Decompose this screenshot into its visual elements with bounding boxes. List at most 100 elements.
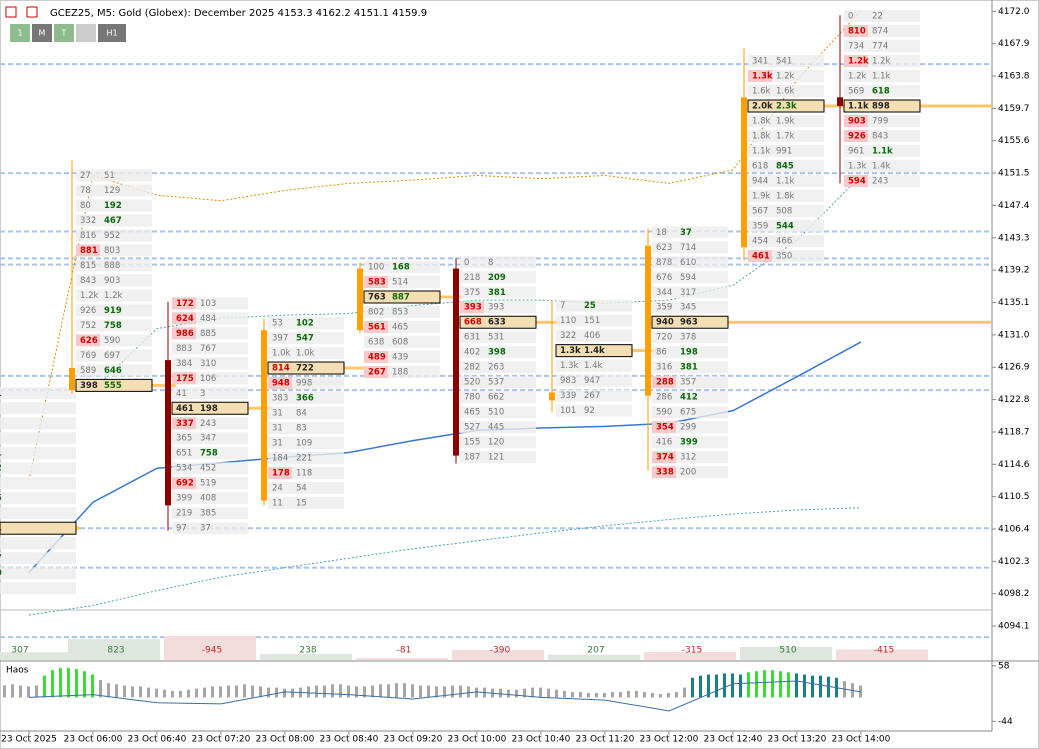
sell-bg [76, 334, 100, 347]
footprint-cell: 608 [392, 337, 408, 347]
footprint-cell: 527 [464, 423, 480, 433]
haos-bar [275, 687, 278, 698]
haos-bar [515, 689, 518, 698]
footprint-cell: 18 [656, 228, 667, 238]
haos-bar [771, 670, 774, 698]
poc-box [171, 401, 249, 415]
sell-bg [844, 174, 868, 187]
sell-bg [268, 466, 292, 479]
footprint-cell: 378 [680, 333, 696, 343]
tf-label[interactable]: M [39, 29, 46, 38]
haos-bar [435, 686, 438, 698]
footprint-cell: 200 [680, 468, 696, 478]
haos-bar [627, 690, 630, 698]
footprint-cell: 514 [392, 277, 408, 287]
sell-bg [364, 350, 388, 363]
footprint-cell: 589 [80, 366, 96, 376]
footprint-cell: 312 [680, 453, 696, 463]
footprint-cell: 100 [368, 263, 384, 273]
y-tick-label: 4118.7 [998, 427, 1030, 437]
footprint-cell: 662 [488, 393, 504, 403]
haos-bar [459, 685, 462, 698]
x-tick-label: 23 Oct 14:00 [832, 735, 891, 745]
row-bg [172, 432, 248, 445]
tf-button[interactable] [32, 24, 52, 42]
row-bg [460, 451, 536, 464]
footprint-cell: 1.7k [776, 132, 795, 142]
tf-label[interactable]: T [61, 29, 67, 38]
footprint-cell: 697 [104, 351, 120, 361]
footprint-cell: 963 [680, 318, 698, 328]
sell-bg [172, 477, 196, 490]
footprint-cell: 646 [104, 366, 122, 376]
row-bg [556, 329, 632, 342]
haos-bar [75, 669, 78, 698]
sell-bg [652, 376, 676, 389]
haos-bar [827, 676, 830, 698]
footprint-cell: 1.1k [752, 146, 771, 156]
haos-bar [507, 689, 510, 698]
footprint-cell: 37 [680, 228, 692, 238]
haos-bar [691, 677, 694, 698]
haos-bar [787, 672, 790, 698]
delta-label: 823 [107, 646, 124, 656]
footprint-cell: 51 [104, 171, 115, 181]
tf-button[interactable] [10, 24, 30, 42]
footprint-cell: 611 [0, 524, 2, 534]
tf-label[interactable]: H1 [106, 29, 117, 38]
footprint-cell: 887 [392, 292, 410, 302]
menu-icon[interactable] [5, 6, 17, 18]
haos-bar [747, 672, 750, 698]
footprint-cell: 218 [464, 273, 480, 283]
footprint-cell: 121 [488, 453, 504, 463]
candle-body [69, 368, 75, 391]
haos-bar [291, 688, 294, 698]
footprint-cell: 898 [872, 102, 890, 112]
chart-icon[interactable] [26, 6, 38, 18]
sell-bg [748, 249, 772, 262]
footprint-cell: 465 [392, 322, 408, 332]
tf-label[interactable]: 1 [17, 29, 22, 38]
row-bg [76, 274, 152, 287]
haos-bar [115, 684, 118, 698]
row-bg [364, 261, 440, 273]
footprint-cell: 53 [272, 319, 283, 329]
x-tick-label: 23 Oct 06:00 [64, 735, 123, 745]
delta-label: -390 [490, 646, 511, 656]
haos-bar [499, 688, 502, 698]
haos-bar [651, 693, 654, 698]
candle-body [549, 392, 555, 401]
tf-button[interactable] [76, 24, 96, 42]
footprint-cell: 944 [752, 176, 768, 186]
footprint-cell: 168 [392, 263, 410, 273]
footprint-cell: 878 [656, 258, 672, 268]
delta-bar [164, 636, 256, 660]
sell-bg [652, 451, 676, 464]
footprint-cell: 243 [872, 176, 888, 186]
row-bg [652, 286, 728, 299]
poc-box [363, 290, 441, 304]
haos-bar [547, 688, 550, 698]
footprint-cell: 439 [392, 352, 408, 362]
haos-line [28, 680, 862, 712]
candle-body [357, 268, 363, 331]
haos-bar [811, 675, 814, 698]
footprint-cell: 282 [464, 363, 480, 373]
x-tick-label: 23 Oct 2025 [1, 735, 57, 745]
haos-bar [235, 685, 238, 698]
footprint-cell: 15 [296, 498, 307, 508]
tf-button[interactable] [98, 24, 126, 42]
footprint-cell: 531 [488, 333, 504, 343]
haos-bar [619, 691, 622, 698]
tf-button[interactable] [54, 24, 74, 42]
footprint-cell: 37 [200, 524, 211, 534]
row-bg [556, 389, 632, 402]
footprint-cell: 594 [680, 273, 696, 283]
footprint-cell: 675 [680, 408, 696, 418]
footprint-cell: 881 [80, 246, 98, 256]
footprint-cell: 1.8k [752, 132, 771, 142]
footprint-cell: 802 [368, 307, 384, 317]
footprint-cell: 1.4k [872, 161, 891, 171]
footprint-cell: 172 [176, 299, 194, 309]
footprint-cell: 267 [368, 367, 386, 377]
